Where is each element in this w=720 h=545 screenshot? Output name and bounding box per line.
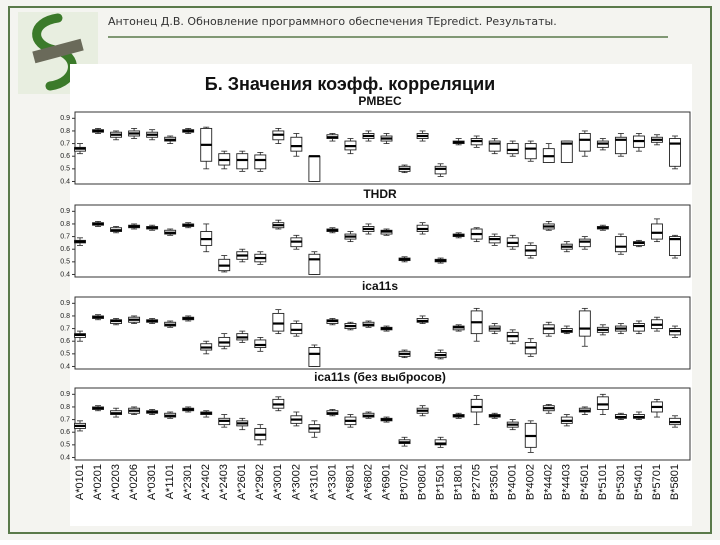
y-tick-label: 0.4 (60, 454, 70, 461)
y-tick-label: 0.4 (60, 363, 70, 370)
y-tick-label: 0.7 (60, 325, 70, 332)
box (254, 339, 267, 348)
y-tick-label: 0.9 (60, 391, 70, 398)
box (614, 136, 627, 155)
x-tick-label: A*3101 (308, 464, 320, 500)
box (308, 347, 321, 367)
x-tick-label: B*5301 (615, 464, 627, 500)
logo (18, 12, 98, 94)
x-tick-label: B*5701 (651, 464, 663, 500)
box (272, 312, 285, 332)
x-tick-label: A*2403 (218, 464, 230, 500)
x-tick-label: A*6802 (362, 464, 374, 500)
x-tick-label: A*3001 (272, 464, 284, 500)
box (254, 154, 267, 170)
box (488, 140, 501, 152)
box (236, 153, 249, 170)
y-tick-label: 0.7 (60, 140, 70, 147)
panel-title: ica11s (362, 279, 398, 293)
box (506, 143, 519, 155)
y-tick-label: 0.8 (60, 128, 70, 135)
x-tick-label: B*4403 (561, 464, 573, 500)
x-tick-label: A*3301 (326, 464, 338, 500)
y-tick-label: 0.5 (60, 166, 70, 173)
x-tick-label: B*5101 (597, 464, 609, 500)
box (651, 223, 663, 240)
x-tick-label: A*0301 (146, 464, 158, 500)
box (669, 138, 681, 167)
y-tick-label: 0.8 (60, 221, 70, 228)
box (524, 143, 537, 160)
y-tick-label: 0.6 (60, 246, 70, 253)
box (290, 136, 303, 152)
y-tick-label: 0.8 (60, 313, 70, 320)
y-tick-label: 0.6 (60, 153, 70, 160)
x-tick-label: B*5401 (633, 464, 645, 500)
box (434, 165, 447, 175)
x-tick-label: B*0801 (416, 464, 428, 500)
panel-frame (74, 296, 691, 370)
x-tick-label: A*0206 (128, 464, 140, 500)
y-tick-label: 0.5 (60, 442, 70, 449)
x-tick-label: A*2601 (236, 464, 248, 500)
x-tick-label: B*0702 (398, 464, 410, 500)
y-tick-label: 0.6 (60, 429, 70, 436)
x-tick-label: B*4001 (507, 464, 519, 500)
box (669, 236, 681, 256)
y-tick-label: 0.9 (60, 208, 70, 215)
box (308, 155, 321, 182)
y-tick-label: 0.9 (60, 115, 70, 122)
y-tick-label: 0.6 (60, 338, 70, 345)
slide-frame (8, 6, 712, 534)
box (578, 310, 591, 337)
y-tick-label: 0.5 (60, 259, 70, 266)
y-tick-label: 0.4 (60, 271, 70, 278)
box (290, 323, 303, 335)
y-tick-label: 0.9 (60, 300, 70, 307)
box (614, 236, 627, 253)
x-tick-label: A*6901 (380, 464, 392, 500)
y-tick-label: 0.7 (60, 233, 70, 240)
x-tick-label: B*4402 (543, 464, 555, 500)
box (578, 133, 591, 152)
x-tick-label: A*0201 (92, 464, 104, 500)
x-tick-label: B*4002 (525, 464, 537, 500)
slide-title: Антонец Д.В. Обновление программного обе… (108, 15, 557, 28)
box (596, 396, 609, 410)
x-tick-label: A*0101 (74, 464, 86, 500)
y-tick-label: 0.8 (60, 404, 70, 411)
y-tick-label: 0.4 (60, 178, 70, 185)
x-tick-label: A*2902 (254, 464, 266, 500)
box (308, 253, 321, 275)
x-tick-label: A*3002 (290, 464, 302, 500)
chart-area (70, 64, 692, 526)
x-tick-label: A*6801 (344, 464, 356, 500)
y-tick-label: 0.5 (60, 351, 70, 358)
panel-title: PMBEC (358, 94, 402, 108)
x-tick-label: B*3501 (489, 464, 501, 500)
logo-band (32, 38, 84, 64)
box (560, 140, 573, 163)
panel-title: THDR (363, 187, 397, 201)
figure-title: Б. Значения коэфф. корреляции (205, 74, 495, 94)
x-tick-label: B*2705 (471, 464, 483, 500)
box (470, 398, 483, 413)
x-tick-label: A*2402 (200, 464, 212, 500)
x-tick-label: B*5801 (669, 464, 681, 500)
box (434, 439, 447, 446)
x-tick-label: B*1801 (453, 464, 465, 500)
x-tick-label: A*1101 (164, 464, 176, 499)
box (632, 323, 645, 332)
x-tick-label: B*4501 (579, 464, 591, 500)
box (578, 238, 591, 248)
x-tick-label: B*1501 (435, 464, 447, 500)
panel-title: ica11s (без выбросов) (314, 370, 446, 384)
y-tick-label: 0.7 (60, 416, 70, 423)
x-tick-label: A*2301 (182, 464, 194, 500)
x-tick-label: A*0203 (110, 464, 122, 500)
